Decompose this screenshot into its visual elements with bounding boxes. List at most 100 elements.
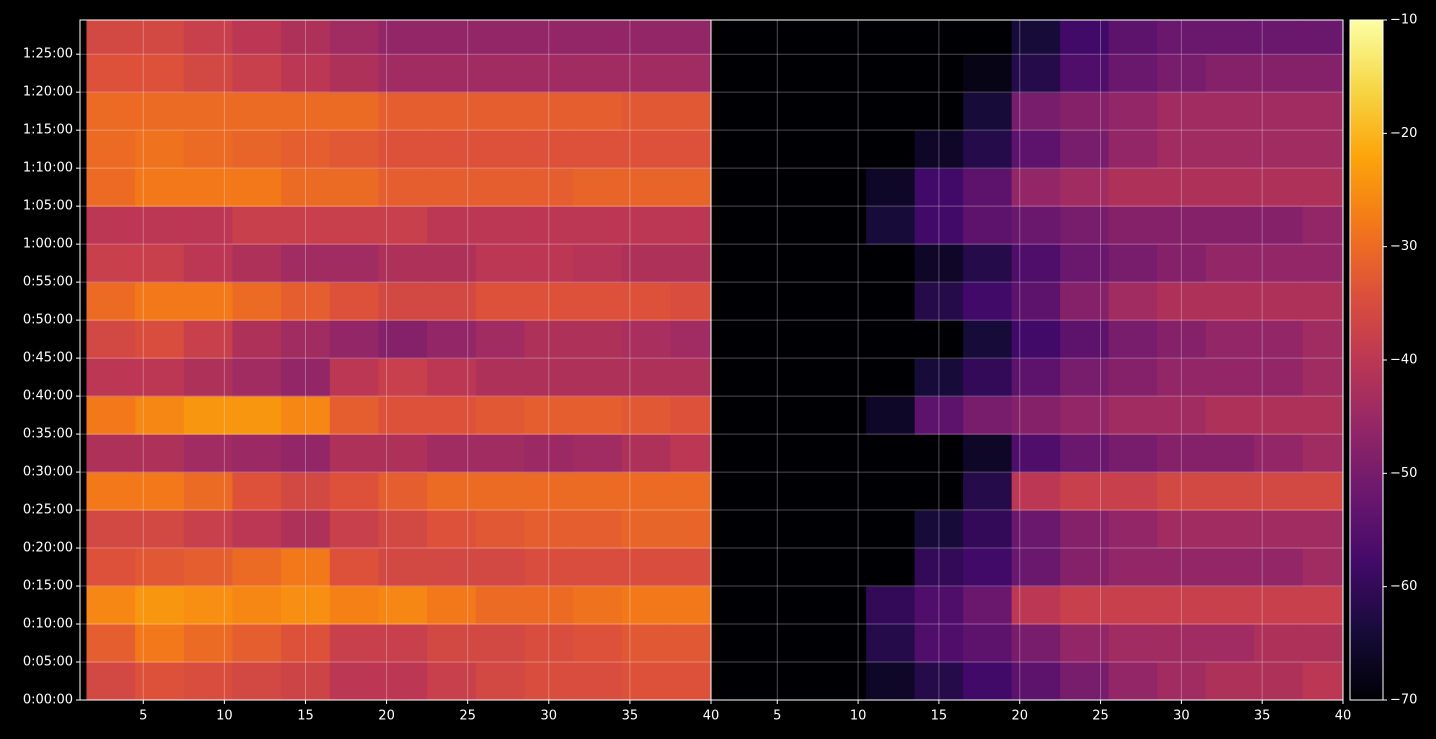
heatmap-cell: [1157, 472, 1207, 511]
y-tick-label: 1:00:00: [23, 237, 73, 252]
heatmap-cell: [1157, 510, 1207, 549]
y-tick-label: 0:10:00: [23, 617, 73, 632]
x-tick-label: 25: [459, 709, 476, 724]
heatmap-cell: [135, 282, 185, 321]
heatmap-cell: [1060, 244, 1110, 283]
heatmap-cell: [232, 20, 282, 55]
heatmap-cell: [1108, 168, 1158, 207]
heatmap-cell: [963, 20, 1013, 55]
heatmap-cell: [1060, 586, 1110, 625]
heatmap-cell: [720, 54, 770, 93]
heatmap-cell: [1011, 510, 1061, 549]
heatmap-cell: [720, 282, 770, 321]
colorbar-tick-label: −10: [1390, 13, 1417, 28]
heatmap-cell: [378, 358, 428, 397]
heatmap-cell: [329, 206, 379, 245]
heatmap-cell: [281, 282, 331, 321]
heatmap-cell: [1302, 358, 1343, 397]
heatmap-cell: [232, 206, 282, 245]
heatmap-cell: [183, 130, 233, 169]
heatmap-cell: [720, 244, 770, 283]
heatmap-cell: [1011, 472, 1061, 511]
heatmap-cell: [621, 168, 671, 207]
heatmap-cell: [281, 472, 331, 511]
heatmap-cell: [720, 206, 770, 245]
heatmap-cell: [281, 54, 331, 93]
heatmap-cell: [1108, 586, 1158, 625]
heatmap-cell: [378, 434, 428, 473]
heatmap-cell: [670, 434, 711, 473]
heatmap-cell: [475, 434, 525, 473]
heatmap-cell: [1254, 92, 1304, 131]
heatmap-cell: [1302, 510, 1343, 549]
heatmap-cell: [866, 472, 916, 511]
heatmap-cell: [1157, 396, 1207, 435]
heatmap-cell: [670, 282, 711, 321]
heatmap-cell: [86, 92, 136, 131]
heatmap-cell: [621, 244, 671, 283]
heatmap-cell: [1302, 206, 1343, 245]
heatmap-cell: [329, 548, 379, 587]
heatmap-cell: [621, 510, 671, 549]
heatmap-cell: [378, 624, 428, 663]
heatmap-cell: [329, 434, 379, 473]
heatmap-cell: [817, 130, 867, 169]
heatmap-cell: [573, 434, 623, 473]
heatmap-cell: [1205, 244, 1255, 283]
heatmap-cell: [183, 244, 233, 283]
heatmap-cell: [427, 54, 477, 93]
heatmap-cell: [1108, 92, 1158, 131]
heatmap-cell: [1011, 20, 1061, 55]
heatmap-cell: [86, 472, 136, 511]
heatmap-cell: [866, 130, 916, 169]
heatmap-cell: [720, 548, 770, 587]
heatmap-cell: [914, 282, 964, 321]
heatmap-cell: [524, 472, 574, 511]
heatmap-cell: [135, 206, 185, 245]
heatmap-cell: [1108, 54, 1158, 93]
heatmap-cell: [720, 472, 770, 511]
heatmap-cell: [817, 92, 867, 131]
heatmap-cell: [1254, 54, 1304, 93]
heatmap-cell: [1302, 168, 1343, 207]
x-tick-label: 40: [703, 709, 720, 724]
heatmap-cell: [1157, 662, 1207, 700]
heatmap-cell: [1302, 624, 1343, 663]
heatmap-cell: [281, 434, 331, 473]
heatmap-cell: [621, 20, 671, 55]
heatmap-cell: [720, 358, 770, 397]
heatmap-cell: [427, 548, 477, 587]
colorbar-tick-label: −50: [1390, 466, 1417, 481]
heatmap-cell: [720, 510, 770, 549]
heatmap-cell: [670, 662, 711, 700]
heatmap-cell: [1302, 282, 1343, 321]
heatmap-cell: [573, 92, 623, 131]
heatmap-cell: [329, 586, 379, 625]
heatmap-cell: [378, 244, 428, 283]
heatmap-cell: [475, 168, 525, 207]
heatmap-cell: [720, 434, 770, 473]
heatmap-cell: [1108, 20, 1158, 55]
heatmap-cell: [1011, 358, 1061, 397]
heatmap-cell: [1011, 168, 1061, 207]
heatmap-cell: [232, 358, 282, 397]
heatmap-cell: [1060, 92, 1110, 131]
heatmap-cell: [769, 586, 819, 625]
y-tick-label: 0:35:00: [23, 427, 73, 442]
heatmap-cell: [329, 510, 379, 549]
heatmap-cell: [621, 282, 671, 321]
heatmap-cell: [573, 206, 623, 245]
heatmap-cell: [378, 92, 428, 131]
heatmap-cell: [329, 20, 379, 55]
heatmap-cell: [670, 624, 711, 663]
heatmap-cell: [524, 586, 574, 625]
heatmap-cell: [963, 358, 1013, 397]
heatmap-cell: [86, 396, 136, 435]
heatmap-cell: [524, 282, 574, 321]
heatmap-cell: [621, 472, 671, 511]
heatmap-cell: [232, 282, 282, 321]
heatmap-cell: [135, 54, 185, 93]
heatmap-cell: [1060, 624, 1110, 663]
y-tick-label: 1:10:00: [23, 161, 73, 176]
heatmap-cell: [281, 662, 331, 700]
